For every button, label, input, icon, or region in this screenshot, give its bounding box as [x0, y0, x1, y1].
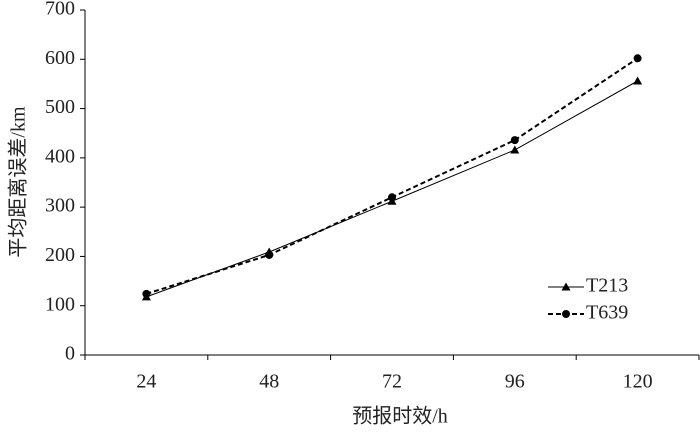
y-tick-label: 300: [45, 195, 75, 217]
marker: [633, 76, 643, 85]
legend-marker: [562, 310, 570, 318]
marker: [633, 54, 642, 63]
x-tick-label: 120: [623, 371, 653, 393]
marker: [510, 136, 519, 145]
marker: [142, 289, 151, 298]
x-tick-label: 48: [259, 371, 279, 393]
marker: [265, 250, 274, 259]
x-axis-label: 预报时效/h: [352, 405, 448, 428]
y-tick-label: 200: [45, 244, 75, 266]
x-tick-label: 96: [505, 371, 525, 393]
y-tick-label: 700: [45, 0, 75, 20]
y-tick-label: 400: [45, 145, 75, 167]
legend-marker: [561, 282, 571, 291]
marker: [510, 145, 520, 154]
y-tick-label: 500: [45, 96, 75, 118]
line: [146, 57, 639, 295]
y-tick-label: 0: [65, 343, 75, 365]
x-tick-label: 24: [136, 371, 156, 393]
y-axis-label: 平均距离误差/km: [7, 106, 30, 258]
y-tick-label: 100: [45, 293, 75, 315]
legend-label: T213: [586, 275, 628, 297]
line: [146, 80, 638, 298]
y-tick-label: 600: [45, 47, 75, 69]
marker: [388, 193, 396, 202]
x-tick-label: 72: [382, 371, 402, 393]
legend-label: T639: [586, 302, 628, 324]
